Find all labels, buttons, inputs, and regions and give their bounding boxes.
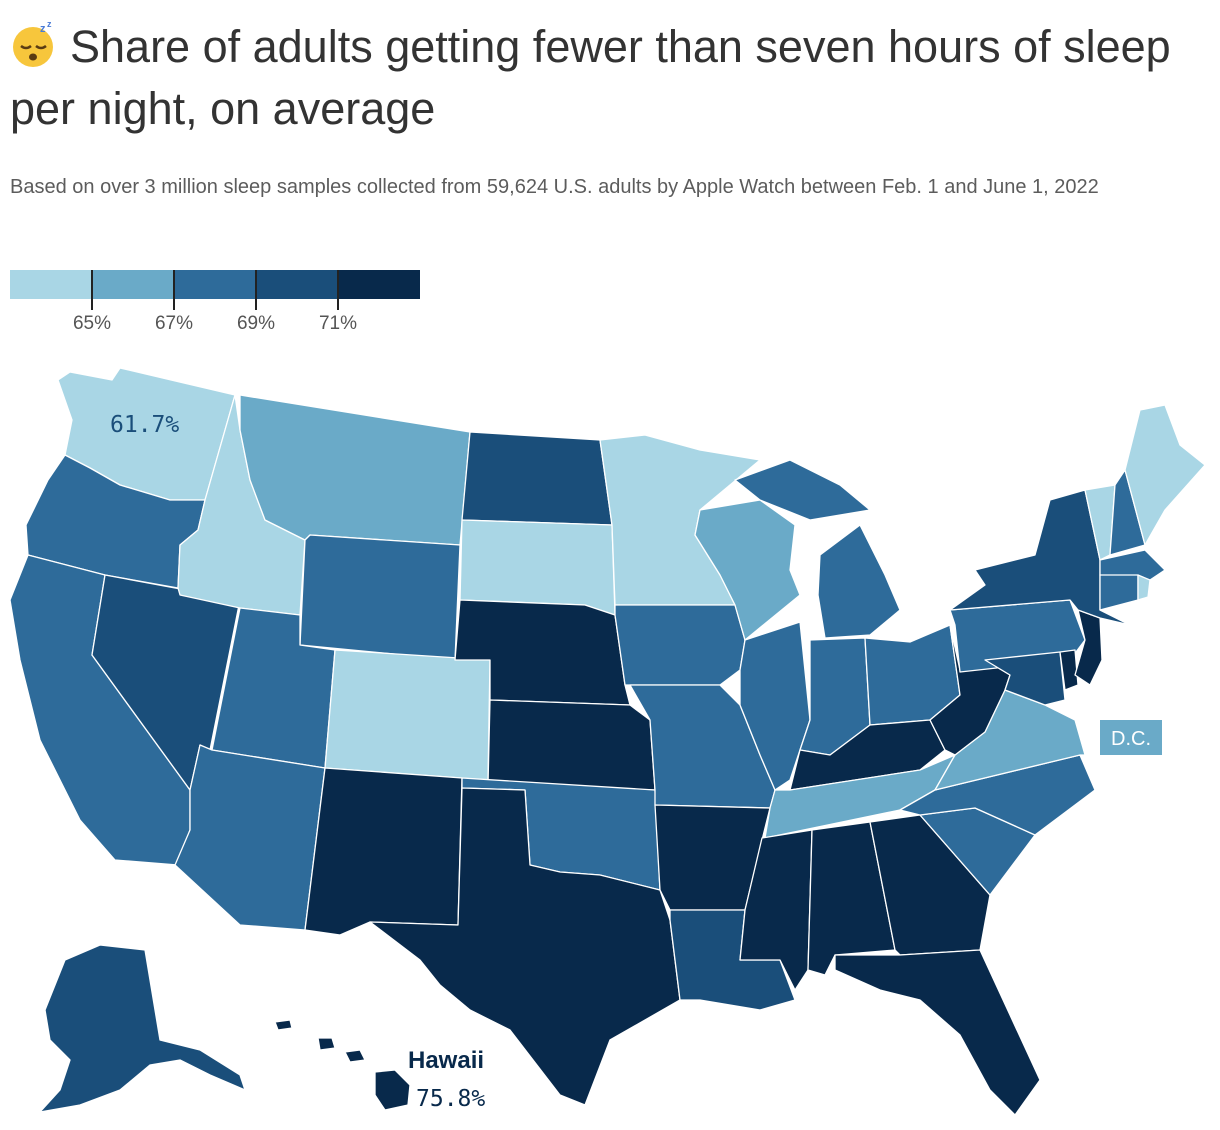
hawaii-name-label: Hawaii <box>408 1047 484 1074</box>
legend-tick-label: 71% <box>318 313 358 334</box>
state-az[interactable] <box>174 744 326 931</box>
state-ma[interactable] <box>1099 549 1166 581</box>
legend-bar <box>10 270 420 299</box>
color-legend: 65% 67% 69% 71% <box>10 270 420 339</box>
state-ny[interactable] <box>949 489 1131 626</box>
legend-tick-line <box>255 270 257 310</box>
dc-label: D.C. <box>1111 728 1151 750</box>
legend-tick-line <box>173 270 175 310</box>
state-ia[interactable] <box>614 604 746 686</box>
sleeping-face-icon: z z <box>13 20 53 67</box>
state-de[interactable] <box>1059 649 1079 691</box>
dc-swatch[interactable] <box>1100 720 1162 755</box>
state-mi[interactable] <box>734 459 901 639</box>
state-fl[interactable] <box>834 949 1041 1116</box>
legend-tick-line <box>337 270 339 310</box>
state-ak[interactable] <box>39 944 246 1113</box>
legend-swatch-5 <box>338 270 420 299</box>
legend-swatch-1 <box>10 270 92 299</box>
state-me[interactable] <box>1124 404 1206 546</box>
state-ri[interactable] <box>1137 574 1151 601</box>
legend-swatch-2 <box>92 270 174 299</box>
state-ct[interactable] <box>1099 574 1139 611</box>
state-wy[interactable] <box>299 534 461 661</box>
state-mt[interactable] <box>239 394 471 546</box>
legend-swatch-3 <box>174 270 256 299</box>
legend-tick-label: 67% <box>154 313 194 334</box>
svg-text:z: z <box>40 23 46 35</box>
us-choropleth-map: D.C. 61.7% Hawaii 75.8% <box>9 367 1206 1116</box>
state-nm[interactable] <box>304 767 463 936</box>
state-ks[interactable] <box>487 699 656 791</box>
washington-value-label: 61.7% <box>110 412 179 438</box>
chart-subtitle: Based on over 3 million sleep samples co… <box>10 176 1099 198</box>
legend-swatch-4 <box>256 270 338 299</box>
state-nd[interactable] <box>461 431 613 526</box>
legend-ticks: 65% 67% 69% 71% <box>10 270 420 339</box>
dc-callout[interactable]: D.C. <box>1100 720 1162 755</box>
state-wi[interactable] <box>694 499 801 641</box>
legend-tick-label: 65% <box>72 313 112 334</box>
legend-tick-line <box>91 270 93 310</box>
chart-title: z z Share of adults getting fewer than s… <box>10 16 1200 140</box>
state-co[interactable] <box>324 649 491 781</box>
chart-header: z z Share of adults getting fewer than s… <box>10 16 1200 204</box>
legend-tick-label: 69% <box>236 313 276 334</box>
svg-text:z: z <box>47 20 52 29</box>
state-hi[interactable] <box>274 1019 411 1111</box>
chart-title-text: Share of adults getting fewer than seven… <box>10 21 1171 134</box>
state-tx[interactable] <box>369 787 681 1106</box>
hawaii-value-label: 75.8% <box>416 1086 485 1112</box>
